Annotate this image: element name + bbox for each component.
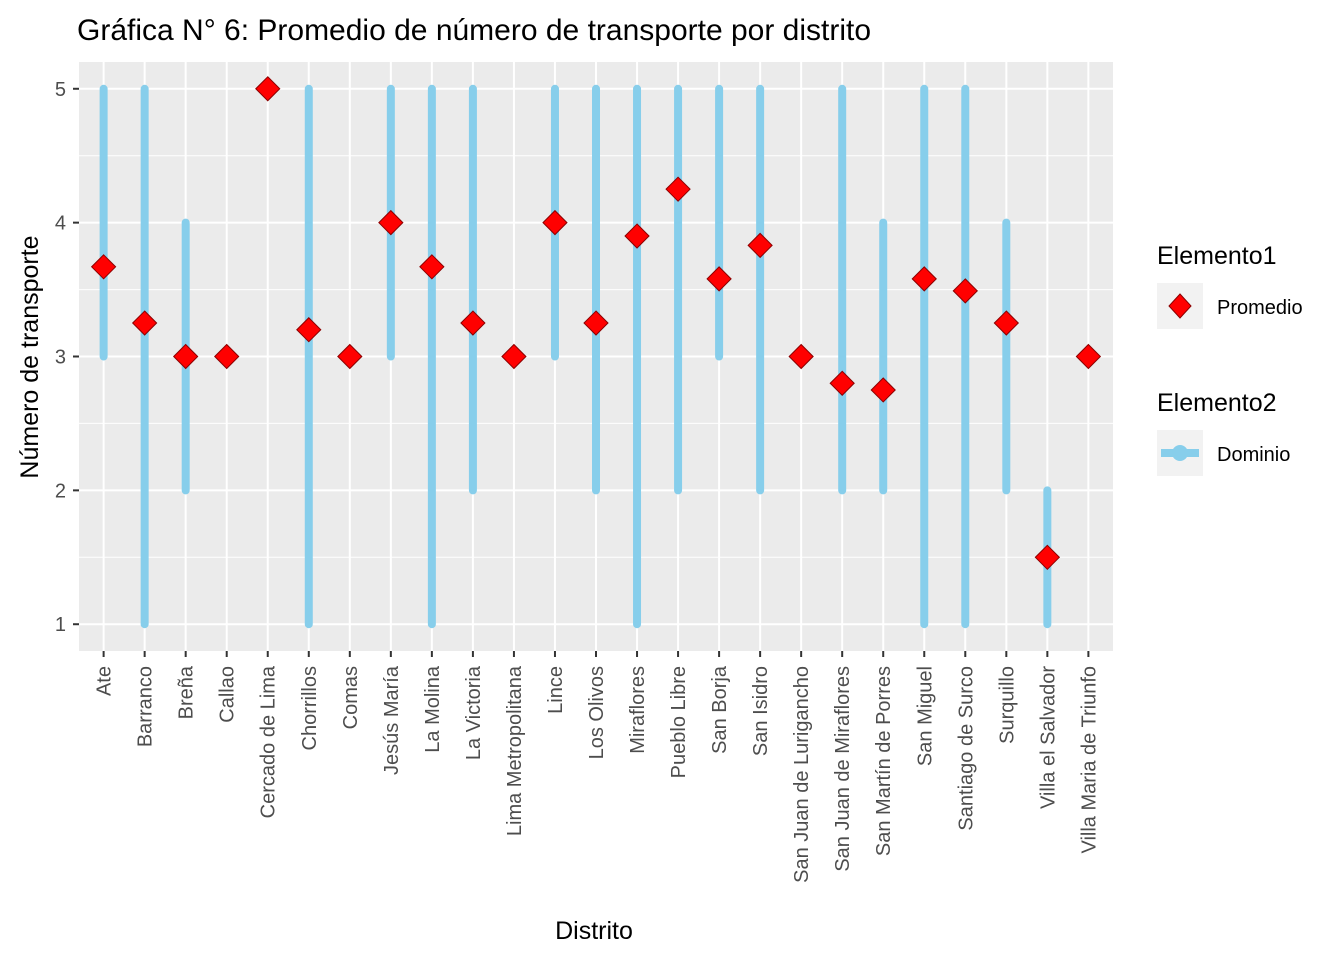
x-tick-label: San Juan de Miraflores bbox=[832, 666, 854, 872]
x-tick-label: Callao bbox=[217, 666, 239, 723]
x-tick-label: Breña bbox=[176, 665, 198, 719]
legend-title-elemento2: Elemento2 bbox=[1157, 389, 1277, 417]
x-axis-title: Distrito bbox=[555, 917, 633, 945]
x-tick-label: San Borja bbox=[709, 665, 731, 754]
legend-diamond-icon bbox=[1168, 293, 1192, 319]
mean-point bbox=[255, 76, 281, 102]
mean-point bbox=[131, 310, 158, 336]
y-tick-label: 5 bbox=[55, 79, 66, 101]
y-tick-label: 4 bbox=[55, 213, 66, 235]
x-tick-label: San Martín de Porres bbox=[873, 666, 895, 856]
mean-point bbox=[172, 343, 199, 370]
mean-point bbox=[829, 370, 855, 396]
x-tick-label: Lince bbox=[545, 666, 567, 714]
x-tick-label: La Victoria bbox=[463, 665, 485, 760]
mean-point bbox=[90, 254, 117, 280]
y-axis: 1 2 3 4 5 bbox=[55, 79, 79, 636]
x-tick-label: Pueblo Libre bbox=[668, 666, 690, 778]
mean-point bbox=[1034, 544, 1061, 571]
mean-point bbox=[501, 343, 527, 370]
mean-point bbox=[952, 278, 978, 304]
x-tick-label: Santiago de Surco bbox=[955, 666, 977, 831]
y-tick-label: 3 bbox=[55, 347, 66, 369]
mean-point bbox=[542, 209, 568, 236]
x-axis: Ate Barranco Breña Callao Cercado de Lima Cho… bbox=[94, 651, 1100, 883]
chart-title: Gráfica N° 6: Promedio de número de tran… bbox=[77, 14, 871, 47]
mean-point bbox=[665, 176, 691, 202]
legend-label-promedio: Promedio bbox=[1217, 297, 1303, 319]
mean-point bbox=[1075, 343, 1102, 370]
mean-point bbox=[870, 377, 896, 403]
data-marks bbox=[90, 76, 1102, 629]
mean-point bbox=[378, 209, 404, 236]
mean-point bbox=[583, 310, 609, 336]
mean-point bbox=[296, 317, 322, 343]
x-tick-label: Villa el Salvador bbox=[1037, 666, 1059, 809]
x-tick-label: Surquillo bbox=[996, 666, 1018, 744]
x-tick-label: Villa Maria de Triunfo bbox=[1078, 666, 1100, 854]
mean-point bbox=[460, 310, 486, 336]
legend-range-dot-icon bbox=[1172, 445, 1188, 461]
x-tick-label: Cercado de Lima bbox=[258, 665, 280, 818]
y-tick-label: 1 bbox=[55, 614, 66, 636]
mean-point bbox=[706, 266, 732, 292]
legend-label-dominio: Dominio bbox=[1217, 444, 1290, 466]
mean-point bbox=[993, 310, 1020, 336]
y-axis-title: Número de transporte bbox=[16, 235, 44, 478]
x-tick-label: San Isidro bbox=[750, 666, 772, 756]
x-tick-label: Barranco bbox=[135, 666, 157, 747]
mean-point bbox=[419, 254, 445, 280]
mean-point bbox=[911, 266, 937, 292]
legend: Elemento1 Promedio Elemento2 Dominio bbox=[1157, 242, 1303, 476]
x-tick-label: Lima Metropolitana bbox=[504, 665, 526, 836]
x-tick-label: Chorrillos bbox=[299, 666, 321, 750]
mean-point bbox=[788, 343, 814, 370]
mean-point bbox=[337, 343, 363, 370]
legend-title-elemento1: Elemento1 bbox=[1157, 242, 1277, 270]
x-tick-label: Ate bbox=[94, 666, 116, 696]
x-tick-label: San Miguel bbox=[914, 666, 936, 766]
x-tick-label: Los Olivos bbox=[586, 666, 608, 759]
mean-point bbox=[214, 343, 240, 370]
x-tick-label: Jesús María bbox=[381, 665, 403, 775]
x-tick-label: Comas bbox=[340, 666, 362, 729]
mean-point bbox=[747, 232, 773, 259]
y-tick-label: 2 bbox=[55, 480, 66, 502]
x-tick-label: Miraflores bbox=[627, 666, 649, 754]
x-tick-label: San Juan de Lurigancho bbox=[791, 666, 813, 883]
mean-point bbox=[624, 223, 650, 249]
x-tick-label: La Molina bbox=[422, 665, 444, 753]
